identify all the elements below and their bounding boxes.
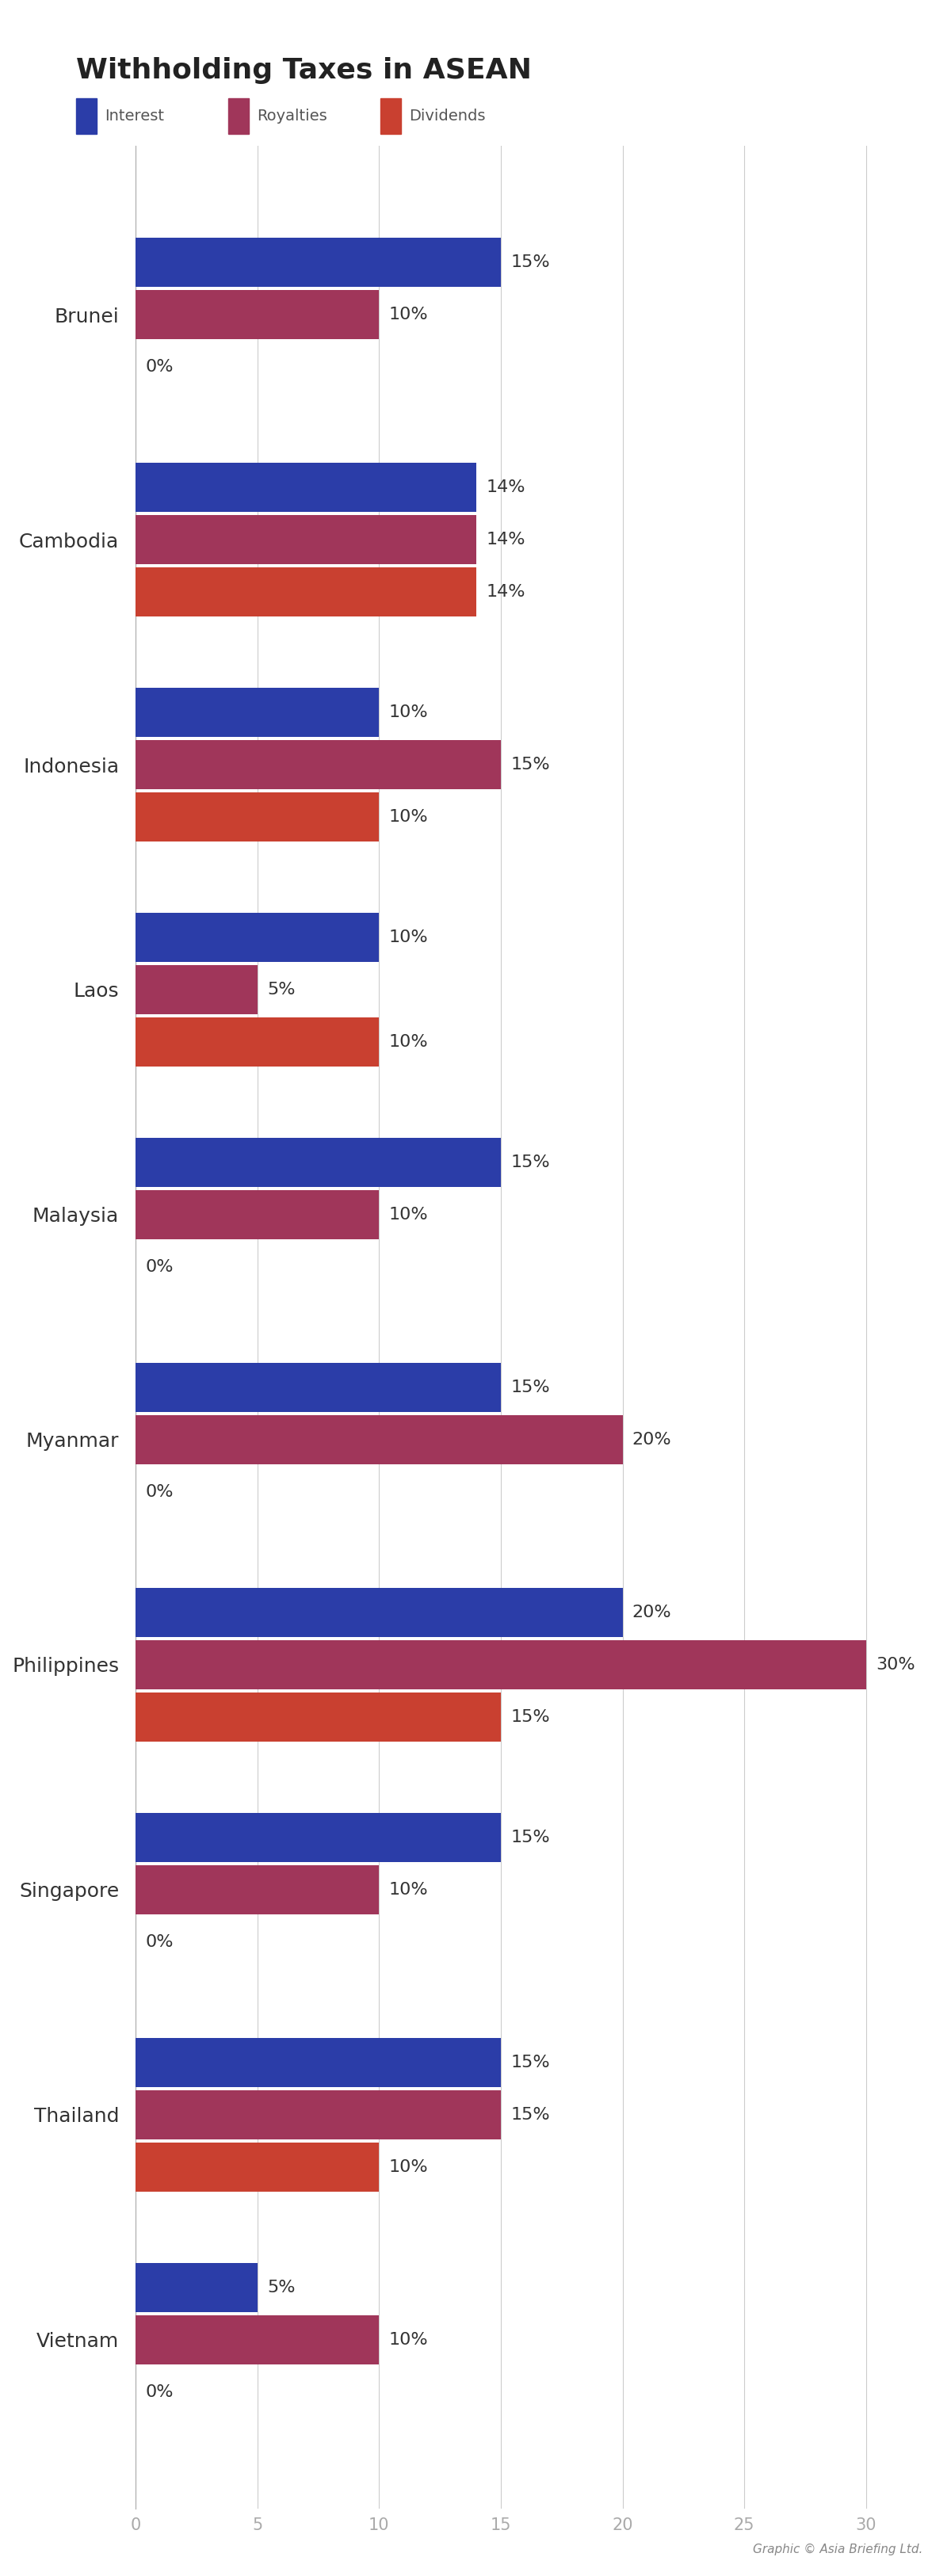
Text: Dividends: Dividends	[409, 108, 485, 124]
Text: 14%: 14%	[486, 531, 525, 549]
Bar	[135, 1363, 501, 1412]
Text: 0%: 0%	[146, 358, 173, 374]
Bar	[135, 1414, 623, 1466]
Bar	[135, 912, 379, 963]
Text: Graphic © Asia Briefing Ltd.: Graphic © Asia Briefing Ltd.	[752, 2543, 922, 2555]
Bar	[135, 2038, 501, 2087]
Text: 10%: 10%	[389, 809, 428, 824]
Text: 10%: 10%	[389, 1206, 428, 1224]
Text: 10%: 10%	[389, 703, 428, 721]
Bar	[135, 1865, 379, 1914]
Bar	[135, 291, 379, 340]
Bar	[135, 515, 476, 564]
Text: 10%: 10%	[389, 1033, 428, 1051]
Bar	[135, 1139, 501, 1188]
Text: 20%: 20%	[632, 1432, 671, 1448]
Bar	[135, 1692, 501, 1741]
Text: Royalties: Royalties	[257, 108, 327, 124]
Text: 10%: 10%	[389, 2159, 428, 2174]
Text: 30%: 30%	[876, 1656, 915, 1672]
Bar	[135, 791, 379, 842]
Text: 10%: 10%	[389, 2331, 428, 2347]
Text: 15%: 15%	[511, 757, 550, 773]
Text: 10%: 10%	[389, 1883, 428, 1899]
Text: 15%: 15%	[511, 1381, 550, 1396]
Bar	[135, 2316, 379, 2365]
Bar	[135, 1814, 501, 1862]
Text: 0%: 0%	[146, 2383, 173, 2401]
Text: 10%: 10%	[389, 930, 428, 945]
Bar	[135, 464, 476, 513]
Bar	[135, 2089, 501, 2141]
Text: Interest: Interest	[105, 108, 165, 124]
Text: 15%: 15%	[511, 255, 550, 270]
Bar	[135, 1641, 866, 1690]
Text: 15%: 15%	[511, 2107, 550, 2123]
Text: 5%: 5%	[267, 981, 295, 997]
Bar	[135, 1587, 623, 1638]
Text: Withholding Taxes in ASEAN: Withholding Taxes in ASEAN	[76, 57, 532, 82]
Bar	[135, 567, 476, 616]
Text: 0%: 0%	[146, 1260, 173, 1275]
Bar	[135, 2262, 258, 2313]
Text: 15%: 15%	[511, 1708, 550, 1726]
Bar	[135, 1018, 379, 1066]
Bar	[135, 966, 258, 1015]
Text: 20%: 20%	[632, 1605, 671, 1620]
Bar	[135, 688, 379, 737]
Bar	[135, 237, 501, 286]
Bar	[135, 1190, 379, 1239]
Text: 15%: 15%	[511, 2056, 550, 2071]
Bar	[135, 739, 501, 788]
Text: 15%: 15%	[511, 1154, 550, 1170]
Bar	[135, 2143, 379, 2192]
Text: 14%: 14%	[486, 479, 525, 495]
Text: 0%: 0%	[146, 1484, 173, 1499]
Text: 5%: 5%	[267, 2280, 295, 2295]
Text: 10%: 10%	[389, 307, 428, 322]
Text: 15%: 15%	[511, 1829, 550, 1844]
Text: 0%: 0%	[146, 1935, 173, 1950]
Text: 14%: 14%	[486, 585, 525, 600]
